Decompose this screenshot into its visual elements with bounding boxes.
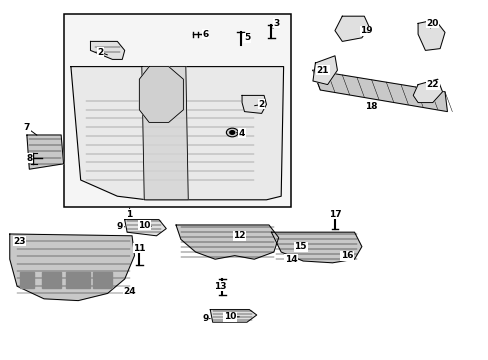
Text: 8: 8 [26, 154, 32, 163]
Text: 18: 18 [365, 102, 377, 111]
Polygon shape [312, 56, 337, 85]
Text: 13: 13 [213, 282, 226, 291]
Text: 17: 17 [328, 210, 341, 219]
Polygon shape [27, 135, 63, 169]
Text: 10: 10 [223, 312, 236, 321]
Polygon shape [41, 272, 61, 288]
Text: 4: 4 [238, 129, 245, 138]
Polygon shape [66, 272, 90, 288]
Polygon shape [124, 220, 166, 236]
Text: 22: 22 [426, 80, 438, 89]
Polygon shape [210, 310, 256, 322]
Text: 2: 2 [97, 48, 103, 57]
Text: 1: 1 [126, 210, 132, 219]
Text: 12: 12 [233, 231, 245, 240]
Polygon shape [334, 16, 368, 41]
Polygon shape [242, 95, 266, 113]
Polygon shape [312, 70, 447, 112]
Text: 24: 24 [123, 287, 136, 296]
Circle shape [226, 128, 238, 137]
Text: 16: 16 [340, 251, 353, 260]
Text: 20: 20 [426, 19, 438, 28]
Polygon shape [417, 20, 444, 50]
Text: 10: 10 [138, 220, 150, 230]
Polygon shape [139, 67, 183, 122]
Text: 9: 9 [202, 314, 208, 323]
Bar [63, 14, 290, 207]
Text: 6: 6 [202, 30, 208, 39]
Polygon shape [10, 234, 134, 301]
Circle shape [229, 131, 234, 134]
Polygon shape [142, 67, 188, 200]
Text: 2: 2 [258, 100, 264, 109]
Polygon shape [71, 67, 283, 200]
Text: 7: 7 [23, 123, 30, 132]
Text: 15: 15 [294, 242, 306, 251]
Polygon shape [271, 232, 361, 263]
Text: 5: 5 [244, 33, 249, 42]
Polygon shape [90, 41, 124, 59]
Text: 23: 23 [13, 237, 26, 246]
Text: 19: 19 [360, 26, 372, 35]
Text: 9: 9 [116, 222, 123, 231]
Polygon shape [176, 225, 278, 259]
Polygon shape [93, 272, 112, 288]
Text: 3: 3 [273, 19, 279, 28]
Polygon shape [20, 272, 34, 288]
Polygon shape [412, 79, 442, 103]
Text: 11: 11 [133, 244, 145, 253]
Text: 14: 14 [284, 255, 297, 264]
Text: 21: 21 [316, 66, 328, 75]
